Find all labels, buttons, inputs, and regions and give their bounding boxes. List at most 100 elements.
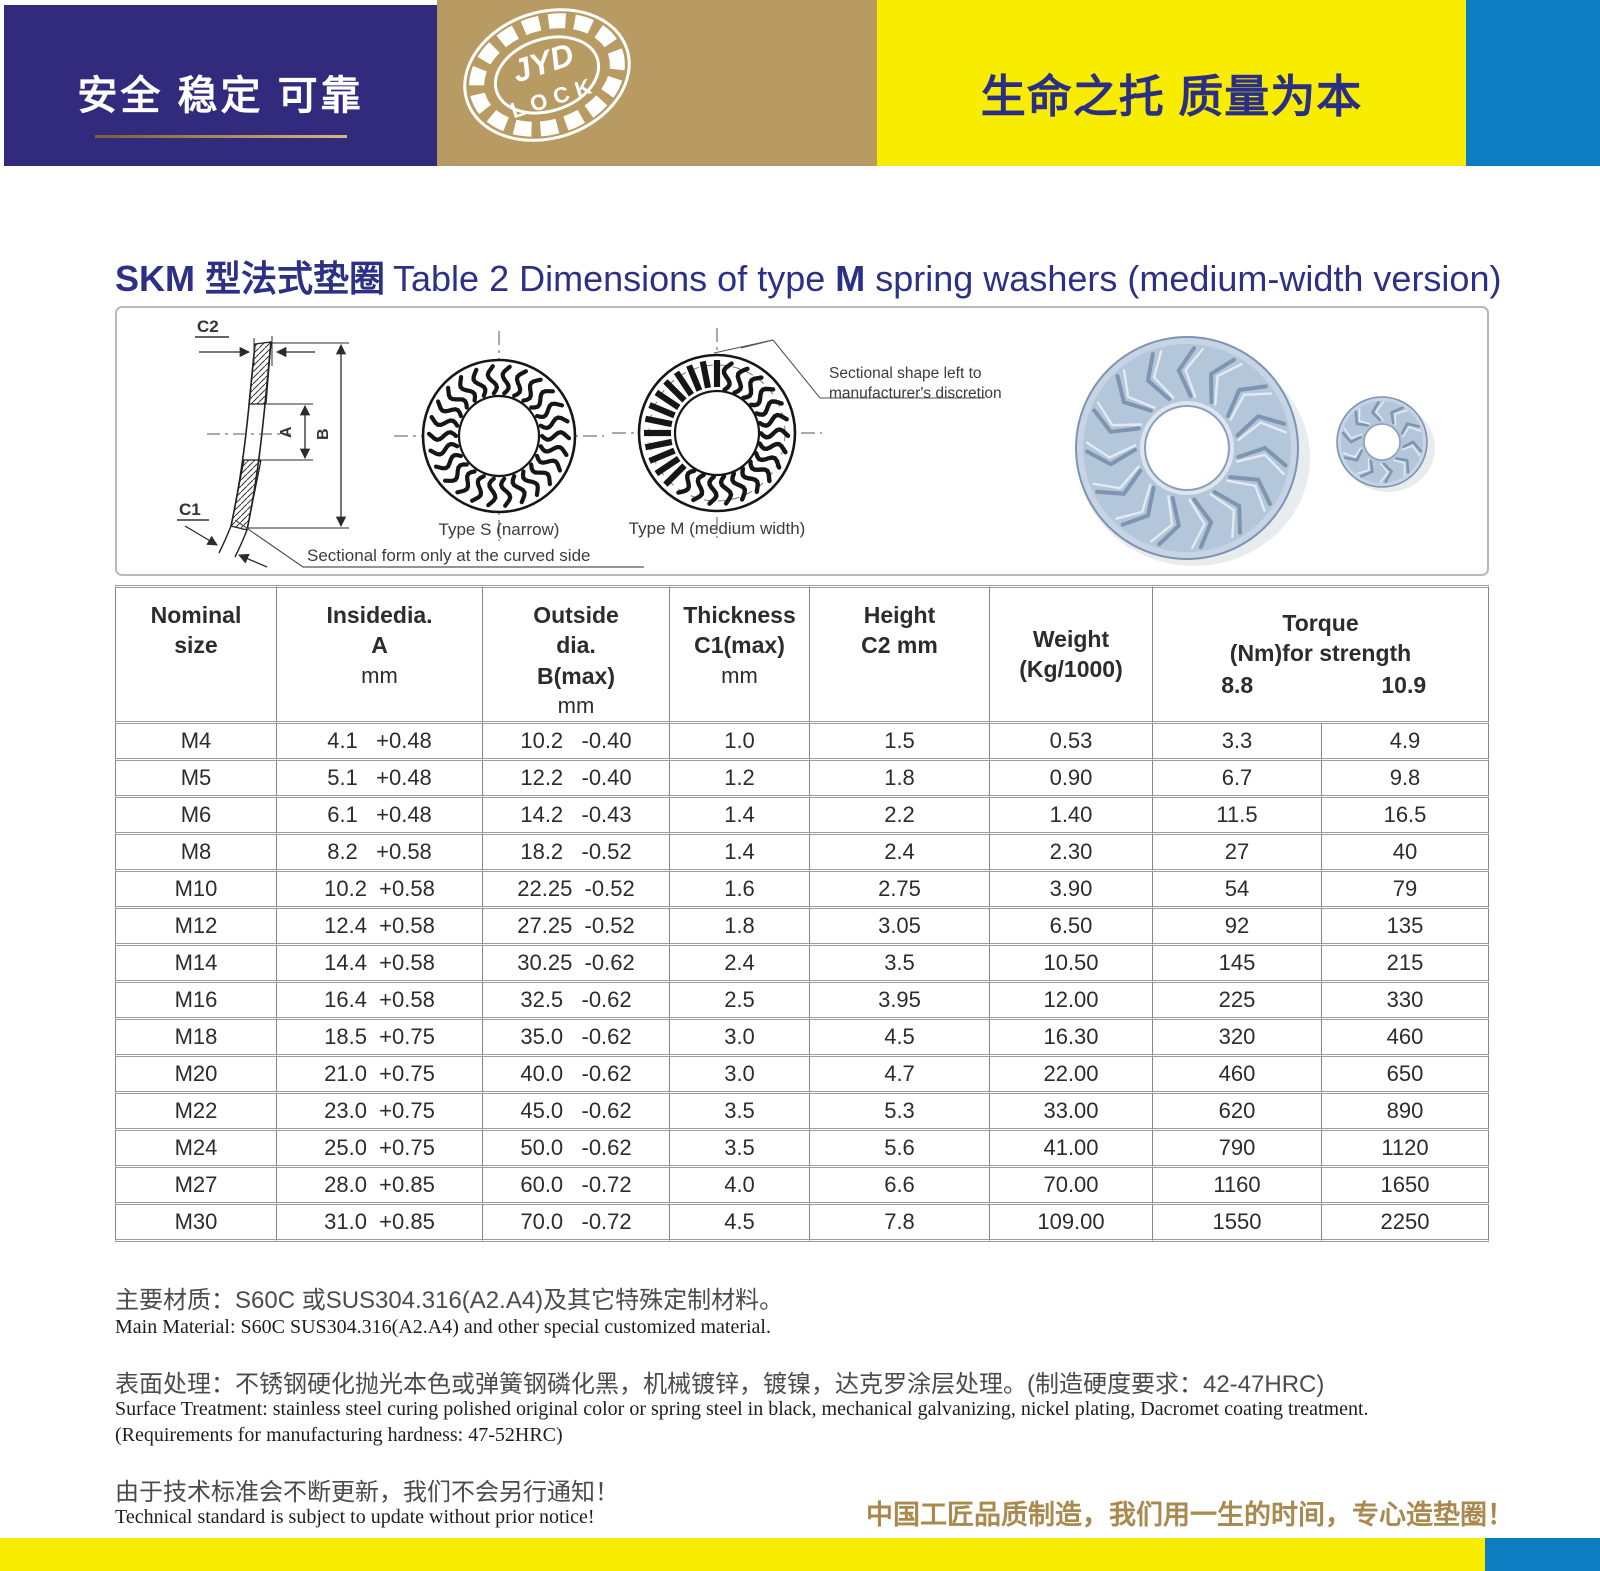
page-title-en-prefix: Table 2 Dimensions of type	[393, 258, 836, 299]
spec-cell: 8.2 +0.58	[277, 835, 483, 873]
spec-cell: 25.0 +0.75	[277, 1131, 483, 1169]
spec-cell: 5.1 +0.48	[277, 761, 483, 799]
spec-cell: 6.50	[990, 909, 1153, 947]
type-m-washer-drawing	[612, 328, 822, 538]
col-header-4: Height C2 mm	[810, 585, 990, 725]
spec-cell: M6	[115, 798, 277, 836]
leader-lines	[234, 339, 985, 568]
spec-cell: 2.5	[670, 983, 810, 1021]
spec-cell: 31.0 +0.85	[277, 1205, 483, 1243]
spec-cell: M8	[115, 835, 277, 873]
spec-cell: 620	[1153, 1094, 1322, 1132]
spec-cell: 650	[1322, 1057, 1489, 1095]
spec-cell: 1.40	[990, 798, 1153, 836]
spec-cell: M12	[115, 909, 277, 947]
spec-cell: 5.3	[810, 1094, 990, 1132]
spec-cell: M30	[115, 1205, 277, 1243]
spec-cell: 2.2	[810, 798, 990, 836]
spec-cell: 7.8	[810, 1205, 990, 1243]
bottom-bar-yellow	[0, 1538, 1485, 1571]
section-note: Sectional form only at the curved side	[307, 546, 591, 565]
shape-note-line1: Sectional shape left to	[829, 365, 982, 382]
spec-cell: M22	[115, 1094, 277, 1132]
spec-cell: 330	[1322, 983, 1489, 1021]
table-row: M24 25.0 +0.75 50.0 -0.62 3.5 5.6 41.00 790 112…	[115, 1131, 1489, 1169]
table-row: M20 21.0 +0.75 40.0 -0.62 3.0 4.7 22.00 460 650	[115, 1057, 1489, 1095]
page-title: SKM 型法式垫圈 Table 2 Dimensions of type M sp…	[115, 250, 1501, 302]
table-row: M16 16.4 +0.58 32.5 -0.62 2.5 3.95 12.00 225 33…	[115, 983, 1489, 1021]
update-note-en: Technical standard is subject to update …	[115, 1506, 595, 1528]
spec-cell: 5.6	[810, 1131, 990, 1169]
spec-cell: 1650	[1322, 1168, 1489, 1206]
table-row: M14 14.4 +0.58 30.25 -0.62 2.4 3.5 10.50 145 21…	[115, 946, 1489, 984]
spec-cell: 2.4	[810, 835, 990, 873]
header-blue-block	[1466, 0, 1600, 166]
spec-cell: 32.5 -0.62	[483, 983, 670, 1021]
dim-label-c1: C1	[179, 500, 201, 519]
col-header-0: Nominal size	[115, 585, 277, 725]
spec-cell: 225	[1153, 983, 1322, 1021]
header-right-block: 生命之托 质量为本	[877, 0, 1466, 166]
washer-product-photo	[1075, 336, 1435, 566]
spec-cell: 60.0 -0.72	[483, 1168, 670, 1206]
spec-cell: M18	[115, 1020, 277, 1058]
spec-cell: 1.2	[670, 761, 810, 799]
surface-note-en: Surface Treatment: stainless steel curin…	[115, 1398, 1369, 1420]
table-row: M12 12.4 +0.58 27.25 -0.52 1.8 3.05 6.50 92 135	[115, 909, 1489, 947]
spec-cell: 4.7	[810, 1057, 990, 1095]
spec-cell: 3.05	[810, 909, 990, 947]
spec-cell: M16	[115, 983, 277, 1021]
spec-cell: 50.0 -0.62	[483, 1131, 670, 1169]
spec-cell: 12.2 -0.40	[483, 761, 670, 799]
spec-cell: 1.4	[670, 798, 810, 836]
header-slogan-left: 安全 稳定 可靠	[77, 74, 364, 118]
table-row: M27 28.0 +0.85 60.0 -0.72 4.0 6.6 70.00 1160 16…	[115, 1168, 1489, 1206]
spec-cell: 16.5	[1322, 798, 1489, 836]
spec-cell: 0.53	[990, 724, 1153, 762]
spec-cell: 54	[1153, 872, 1322, 910]
page-title-cn: SKM 型法式垫圈	[115, 258, 386, 299]
spec-cell: 27	[1153, 835, 1322, 873]
spec-cell: 10.2 +0.58	[277, 872, 483, 910]
shape-note: Sectional shape left to manufacturer's d…	[829, 364, 1002, 404]
spec-cell: 18.2 -0.52	[483, 835, 670, 873]
spec-cell: 3.5	[810, 946, 990, 984]
spec-cell: 70.00	[990, 1168, 1153, 1206]
technical-drawing-panel: C2 A B C1	[115, 306, 1489, 576]
spec-cell: 92	[1153, 909, 1322, 947]
spec-cell: 14.4 +0.58	[277, 946, 483, 984]
spec-cell: M10	[115, 872, 277, 910]
table-row: M30 31.0 +0.85 70.0 -0.72 4.5 7.8 109.00 1550 2…	[115, 1205, 1489, 1243]
bottom-bar-blue	[1485, 1538, 1600, 1571]
spec-cell: 3.3	[1153, 724, 1322, 762]
spec-cell: 1.8	[810, 761, 990, 799]
spec-cell: 2.4	[670, 946, 810, 984]
spec-cell: 1.0	[670, 724, 810, 762]
type-s-label: Type S (narrow)	[438, 520, 560, 539]
type-s-washer-drawing	[394, 331, 604, 541]
spec-cell: 890	[1322, 1094, 1489, 1132]
spec-cell: M5	[115, 761, 277, 799]
type-m-label: Type M (medium width)	[628, 519, 806, 538]
spec-cell: 460	[1153, 1057, 1322, 1095]
spec-cell: 11.5	[1153, 798, 1322, 836]
spec-cell: 4.9	[1322, 724, 1489, 762]
spec-cell: 6.6	[810, 1168, 990, 1206]
spec-cell: 79	[1322, 872, 1489, 910]
spec-cell: 30.25 -0.62	[483, 946, 670, 984]
spec-cell: 790	[1153, 1131, 1322, 1169]
header-left-block: 安全 稳定 可靠	[4, 5, 437, 166]
spec-cell: 3.5	[670, 1131, 810, 1169]
update-note-cn: 由于技术标准会不断更新，我们不会另行通知！	[115, 1479, 619, 1506]
spec-cell: 22.25 -0.52	[483, 872, 670, 910]
spec-cell: 12.4 +0.58	[277, 909, 483, 947]
spec-cell: 3.90	[990, 872, 1153, 910]
spec-cell: 28.0 +0.85	[277, 1168, 483, 1206]
page-title-en-suffix: spring washers (medium-width version)	[865, 258, 1502, 299]
spec-cell: 33.00	[990, 1094, 1153, 1132]
table-row: M18 18.5 +0.75 35.0 -0.62 3.0 4.5 16.30 320 460	[115, 1020, 1489, 1058]
dim-label-c2: C2	[197, 317, 219, 336]
surface-note-en2: (Requirements for manufacturing hardness…	[115, 1424, 563, 1446]
spec-cell: 4.0	[670, 1168, 810, 1206]
